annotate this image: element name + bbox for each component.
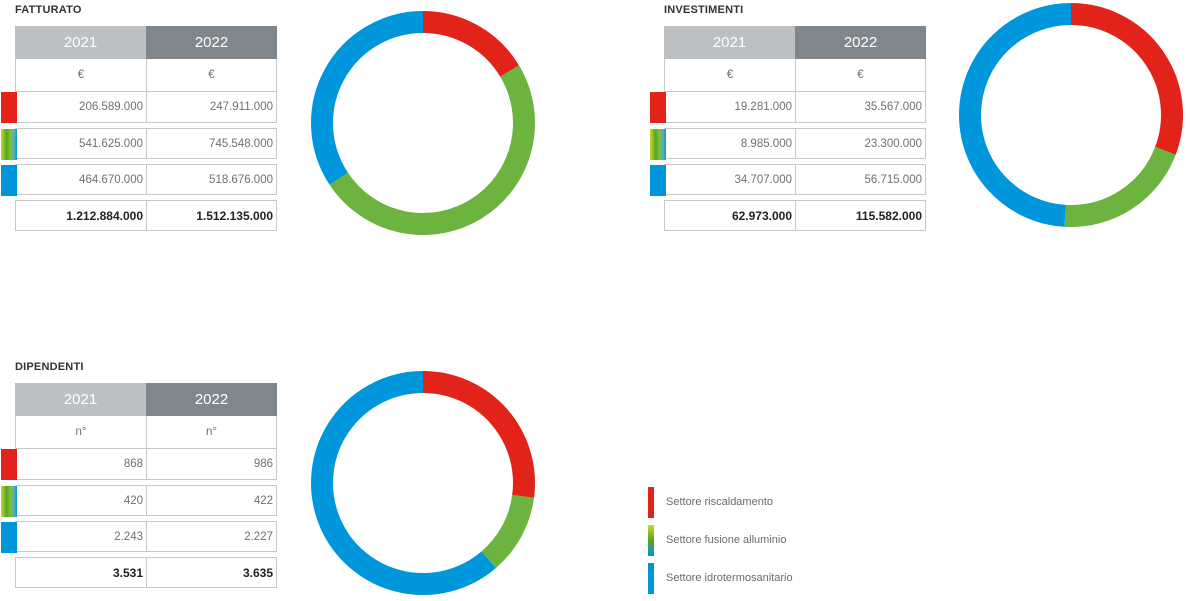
- donut-slice-fusione: [481, 494, 535, 569]
- value-cell: 464.670.000: [79, 173, 143, 186]
- table-row-total: 1.212.884.000 1.512.135.000: [15, 200, 277, 231]
- table-row-fusione: 8.985.000 23.300.000: [650, 128, 926, 160]
- table-row-riscaldamento: 868 986: [1, 449, 277, 480]
- value-cell: 206.589.000: [79, 101, 143, 113]
- panel-title: FATTURATO: [15, 4, 82, 16]
- year-header-2021: 2021: [15, 383, 146, 416]
- unit-cell: €: [77, 69, 85, 81]
- riscaldamento-marker: [650, 92, 666, 123]
- unit-cell: €: [795, 59, 925, 91]
- donut-slice-riscaldamento: [422, 11, 520, 77]
- donut-slice-fusione: [329, 65, 535, 235]
- legend-label: Settore riscaldamento: [666, 496, 773, 508]
- donut-slice-idrotermosanitario: [311, 11, 424, 185]
- dipendenti-table: 2021 2022 n° n° 868 986 420 422 2.243 2.…: [1, 383, 277, 588]
- value-cell: 8.985.000: [740, 137, 792, 150]
- total-cell: 1.512.135.000: [146, 201, 276, 230]
- value-cell: 745.548.000: [146, 129, 276, 158]
- value-cell: 2.227: [146, 522, 276, 551]
- donut-slice-idrotermosanitario: [311, 371, 496, 595]
- panel-title: INVESTIMENTI: [664, 4, 744, 16]
- table-row-idrotermosanitario: 2.243 2.227: [1, 521, 277, 553]
- fusione-marker: [1, 486, 17, 517]
- legend-swatch: [648, 487, 654, 518]
- total-cell: 3.531: [112, 565, 143, 580]
- total-cell: 115.582.000: [795, 201, 925, 230]
- legend-swatch: [648, 525, 654, 556]
- table-row-fusione: 541.625.000 745.548.000: [1, 128, 277, 160]
- value-cell: 23.300.000: [795, 129, 925, 158]
- unit-cell: €: [726, 69, 734, 81]
- donut-slice-idrotermosanitario: [959, 3, 1072, 227]
- table-row-idrotermosanitario: 34.707.000 56.715.000: [650, 164, 926, 196]
- idrotermosanitario-marker: [650, 165, 666, 196]
- fusione-marker: [650, 129, 666, 160]
- idrotermosanitario-marker: [1, 165, 17, 196]
- investimenti-donut-chart: [959, 3, 1183, 227]
- year-header-2022: 2022: [146, 26, 277, 59]
- donut-slice-riscaldamento: [1070, 3, 1183, 155]
- donut-slice-riscaldamento: [422, 371, 535, 498]
- value-cell: 247.911.000: [146, 92, 276, 122]
- value-cell: 986: [146, 449, 276, 479]
- value-cell: 19.281.000: [734, 101, 792, 113]
- fusione-marker: [1, 129, 17, 160]
- year-header-2021: 2021: [664, 26, 795, 59]
- idrotermosanitario-marker: [1, 522, 17, 553]
- year-header-2022: 2022: [146, 383, 277, 416]
- table-row-riscaldamento: 19.281.000 35.567.000: [650, 92, 926, 123]
- investimenti-table: 2021 2022 € € 19.281.000 35.567.000 8.98…: [650, 26, 926, 231]
- value-cell: 420: [123, 494, 143, 507]
- value-cell: 35.567.000: [795, 92, 925, 122]
- donut-slice-fusione: [1064, 146, 1176, 227]
- value-cell: 56.715.000: [795, 165, 925, 194]
- legend-label: Settore idrotermosanitario: [666, 572, 793, 584]
- riscaldamento-marker: [1, 92, 17, 123]
- value-cell: 2.243: [114, 530, 143, 543]
- total-cell: 62.973.000: [731, 208, 792, 223]
- legend-label: Settore fusione alluminio: [666, 534, 787, 546]
- table-row-fusione: 420 422: [1, 485, 277, 517]
- year-header-2022: 2022: [795, 26, 926, 59]
- total-cell: 1.212.884.000: [66, 208, 143, 223]
- value-cell: 422: [146, 486, 276, 515]
- table-row-total: 3.531 3.635: [15, 557, 277, 588]
- unit-cell: €: [146, 59, 276, 91]
- value-cell: 518.676.000: [146, 165, 276, 194]
- value-cell: 868: [123, 458, 143, 470]
- panel-title: DIPENDENTI: [15, 361, 84, 373]
- value-cell: 541.625.000: [79, 137, 143, 150]
- year-header-2021: 2021: [15, 26, 146, 59]
- table-row-idrotermosanitario: 464.670.000 518.676.000: [1, 164, 277, 196]
- unit-cell: n°: [146, 416, 276, 448]
- fatturato-table: 2021 2022 € € 206.589.000 247.911.000 54…: [1, 26, 277, 231]
- riscaldamento-marker: [1, 449, 17, 480]
- unit-cell: n°: [75, 426, 87, 438]
- fatturato-donut-chart: [311, 11, 535, 235]
- legend-swatch: [648, 563, 654, 594]
- total-cell: 3.635: [146, 558, 276, 587]
- value-cell: 34.707.000: [734, 173, 792, 186]
- table-row-total: 62.973.000 115.582.000: [664, 200, 926, 231]
- dipendenti-donut-chart: [311, 371, 535, 595]
- table-row-riscaldamento: 206.589.000 247.911.000: [1, 92, 277, 123]
